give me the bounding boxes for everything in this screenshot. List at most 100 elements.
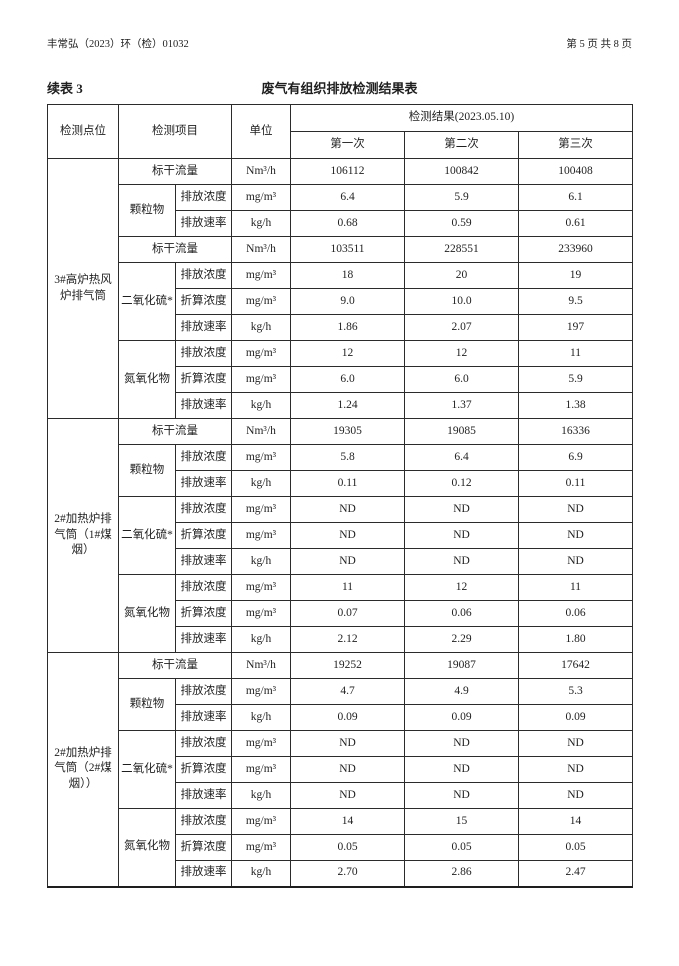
value-cell: 1.80 — [517, 626, 634, 653]
unit-cell: mg/m³ — [231, 678, 291, 705]
unit-cell: kg/h — [231, 210, 291, 237]
unit-cell: mg/m³ — [231, 756, 291, 783]
unit-cell: mg/m³ — [231, 808, 291, 835]
table-row: 折算浓度 mg/m³ 9.0 10.0 9.5 — [48, 288, 634, 315]
value-cell: 100842 — [404, 158, 519, 185]
item-param-cell: 排放速率 — [175, 548, 232, 575]
item-param-cell: 排放速率 — [175, 782, 232, 809]
value-cell: 2.12 — [290, 626, 405, 653]
item-param-cell: 折算浓度 — [175, 756, 232, 783]
value-cell: 19252 — [290, 652, 405, 679]
table-row: 折算浓度 mg/m³ 6.0 6.0 5.9 — [48, 366, 634, 393]
value-cell: 6.0 — [404, 366, 519, 393]
value-cell: 1.86 — [290, 314, 405, 341]
table-row: 折算浓度 mg/m³ 0.05 0.05 0.05 — [48, 834, 634, 861]
value-cell: 14 — [290, 808, 405, 835]
table-row: 折算浓度 mg/m³ 0.07 0.06 0.06 — [48, 600, 634, 627]
item-param-cell: 折算浓度 — [175, 366, 232, 393]
value-cell: 6.4 — [404, 444, 519, 471]
table-row: 排放速率 kg/h 1.24 1.37 1.38 — [48, 392, 634, 419]
value-cell: 9.0 — [290, 288, 405, 315]
unit-cell: mg/m³ — [231, 288, 291, 315]
item-group-cell: 二氧化硫* — [118, 730, 176, 809]
item-flow-cell: 标干流量 — [118, 652, 232, 679]
table-row: 二氧化硫* 排放浓度 mg/m³ ND ND ND — [48, 730, 634, 809]
value-cell: 5.9 — [404, 184, 519, 211]
value-cell: 11 — [517, 574, 634, 601]
value-cell: ND — [290, 782, 405, 809]
value-cell: ND — [404, 782, 519, 809]
header-row-2: 第一次 第二次 第三次 — [48, 131, 634, 159]
value-cell: 5.9 — [517, 366, 634, 393]
table-row: 标干流量 Nm³/h 103511 228551 233960 — [48, 236, 634, 263]
point-cell: 3#高炉热风炉排气筒 — [47, 158, 119, 419]
item-param-cell: 排放浓度 — [175, 678, 232, 705]
value-cell: 2.29 — [404, 626, 519, 653]
value-cell: 11 — [517, 340, 634, 367]
table-row: 3#高炉热风炉排气筒 标干流量 Nm³/h 106112 100842 100408 — [47, 158, 634, 419]
value-cell: 16336 — [517, 418, 634, 445]
value-cell: 1.24 — [290, 392, 405, 419]
item-group-cell: 氮氧化物 — [118, 808, 176, 887]
item-param-cell: 排放浓度 — [175, 808, 232, 835]
value-cell: 106112 — [290, 158, 405, 185]
value-cell: 10.0 — [404, 288, 519, 315]
results-table-body: 3#高炉热风炉排气筒 标干流量 Nm³/h 106112 100842 100408 颗粒物… — [47, 158, 634, 887]
value-cell: 0.06 — [517, 600, 634, 627]
results-table: 检测点位 检测项目 单位 检测结果(2023.05.10) 第一次 第二次 第三… — [47, 104, 634, 888]
value-cell: 17642 — [517, 652, 634, 679]
value-cell: 14 — [517, 808, 634, 835]
value-cell: 0.05 — [404, 834, 519, 861]
item-group-cell: 颗粒物 — [118, 184, 176, 237]
value-cell: 6.9 — [517, 444, 634, 471]
value-cell: 6.1 — [517, 184, 634, 211]
value-cell: 4.9 — [404, 678, 519, 705]
unit-cell: kg/h — [231, 782, 291, 809]
value-cell: 19305 — [290, 418, 405, 445]
unit-cell: mg/m³ — [231, 574, 291, 601]
value-cell: 1.37 — [404, 392, 519, 419]
value-cell: ND — [517, 730, 634, 757]
table-row: 排放速率 kg/h 0.11 0.12 0.11 — [48, 470, 634, 497]
unit-cell: mg/m³ — [231, 184, 291, 211]
item-param-cell: 折算浓度 — [175, 834, 232, 861]
value-cell: ND — [517, 756, 634, 783]
value-cell: ND — [404, 730, 519, 757]
table-row: 2#加热炉排气筒（2#煤烟）） 标干流量 Nm³/h 19252 19087 17642 — [47, 652, 634, 887]
value-cell: 11 — [290, 574, 405, 601]
value-cell: 233960 — [517, 236, 634, 263]
unit-cell: mg/m³ — [231, 262, 291, 289]
table-row: 排放速率 kg/h 0.68 0.59 0.61 — [48, 210, 634, 237]
item-group-cell: 氮氧化物 — [118, 340, 176, 419]
value-cell: 2.47 — [517, 860, 634, 887]
point-cell: 2#加热炉排气筒（1#煤烟） — [47, 418, 119, 653]
value-cell: 5.3 — [517, 678, 634, 705]
item-param-cell: 排放浓度 — [175, 184, 232, 211]
value-cell: 100408 — [517, 158, 634, 185]
table-row: 氮氧化物 排放浓度 mg/m³ 11 12 11 — [48, 574, 634, 653]
table-row: 排放速率 kg/h ND ND ND — [48, 782, 634, 809]
value-cell: 19087 — [404, 652, 519, 679]
unit-cell: mg/m³ — [231, 600, 291, 627]
table-row: 氮氧化物 排放浓度 mg/m³ 14 15 14 — [48, 808, 634, 887]
table-row: 排放速率 kg/h 2.12 2.29 1.80 — [48, 626, 634, 653]
item-group-cell: 二氧化硫* — [118, 496, 176, 575]
unit-cell: mg/m³ — [231, 496, 291, 523]
table-row: 氮氧化物 排放浓度 mg/m³ 12 12 11 — [48, 340, 634, 419]
value-cell: ND — [404, 756, 519, 783]
table-row: 排放速率 kg/h 2.70 2.86 2.47 — [48, 860, 634, 887]
value-cell: 0.09 — [517, 704, 634, 731]
value-cell: 0.11 — [517, 470, 634, 497]
value-cell: ND — [517, 548, 634, 575]
item-param-cell: 排放浓度 — [175, 574, 232, 601]
header-result-group: 检测结果(2023.05.10) — [289, 104, 634, 132]
table-row: 颗粒物 排放浓度 mg/m³ 6.4 5.9 6.1 — [48, 184, 634, 237]
unit-cell: mg/m³ — [231, 366, 291, 393]
value-cell: 0.09 — [404, 704, 519, 731]
item-param-cell: 排放速率 — [175, 314, 232, 341]
item-param-cell: 排放速率 — [175, 210, 232, 237]
value-cell: 0.05 — [517, 834, 634, 861]
header-run-1: 第一次 — [290, 131, 405, 159]
item-flow-cell: 标干流量 — [118, 158, 232, 185]
item-param-cell: 排放浓度 — [175, 496, 232, 523]
